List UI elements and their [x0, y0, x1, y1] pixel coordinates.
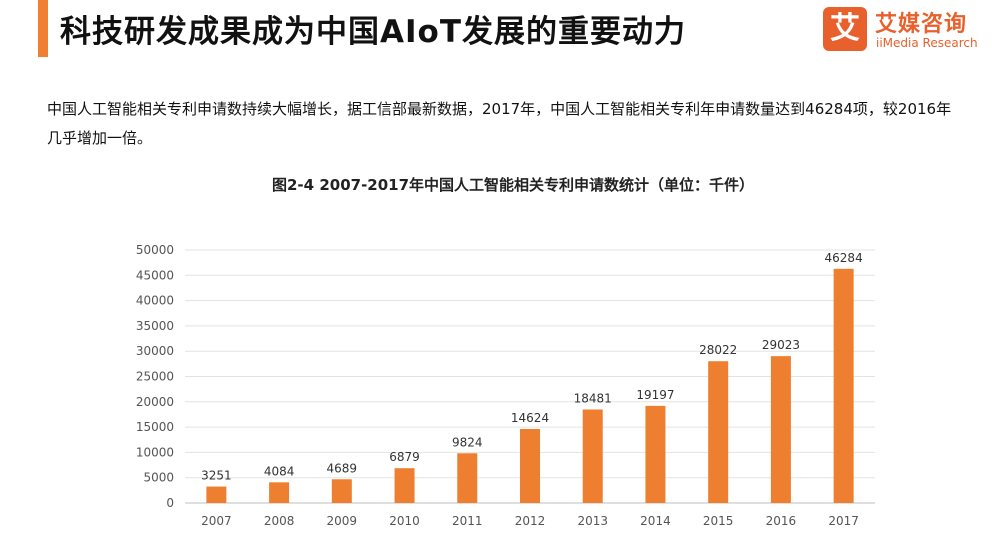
- y-tick-label: 50000: [136, 243, 174, 257]
- x-tick-label: 2012: [515, 514, 546, 528]
- data-label: 18481: [574, 391, 612, 405]
- y-tick-label: 5000: [143, 471, 174, 485]
- bar-2015: [708, 361, 729, 503]
- x-tick-label: 2011: [452, 514, 483, 528]
- data-label: 3251: [201, 469, 232, 483]
- data-label: 6879: [389, 450, 420, 464]
- x-tick-label: 2008: [264, 514, 295, 528]
- x-tick-label: 2014: [640, 514, 671, 528]
- title-accent-bar: [38, 0, 48, 57]
- bar-2014: [645, 405, 666, 503]
- x-axis-ticks: 2007 2008 2009 2010 2011 2012 2013 2014 2015 2016…: [201, 514, 859, 528]
- data-label: 29023: [762, 338, 800, 352]
- data-label: 14624: [511, 411, 549, 425]
- x-tick-label: 2010: [389, 514, 420, 528]
- logo-english-name: iiMedia Research: [876, 36, 978, 50]
- y-tick-label: 10000: [136, 445, 174, 459]
- y-tick-label: 45000: [136, 268, 174, 282]
- bar-2010: [394, 468, 415, 503]
- data-label: 9824: [452, 435, 483, 449]
- bar-2008: [269, 482, 290, 503]
- x-tick-label: 2007: [201, 514, 232, 528]
- data-label: 4689: [327, 461, 358, 475]
- page-title: 科技研发成果成为中国AIoT发展的重要动力: [60, 14, 686, 50]
- x-tick-label: 2015: [703, 514, 734, 528]
- y-tick-label: 15000: [136, 420, 174, 434]
- description-text: 中国人工智能相关专利申请数持续大幅增长，据工信部最新数据，2017年，中国人工智…: [47, 100, 952, 147]
- data-labels: 3251 4084 4689 6879 9824 14624 18481 19197 28022…: [201, 251, 863, 483]
- y-tick-label: 35000: [136, 319, 174, 333]
- x-tick-label: 2017: [828, 514, 859, 528]
- bar-2007: [206, 486, 227, 503]
- y-axis-ticks: 0 5000 10000 15000 20000 25000 30000 35000 40000…: [136, 243, 174, 510]
- bar-2009: [331, 479, 352, 503]
- y-tick-label: 25000: [136, 370, 174, 384]
- x-tick-label: 2009: [327, 514, 358, 528]
- logo-mark-icon: 艾: [823, 7, 867, 51]
- data-label: 28022: [699, 343, 737, 357]
- chart-title: 图2-4 2007-2017年中国人工智能相关专利申请数统计（单位：千件）: [272, 176, 755, 194]
- bar-2017: [833, 268, 854, 503]
- y-tick-label: 40000: [136, 294, 174, 308]
- bar-2012: [520, 429, 540, 503]
- bar-2013: [582, 409, 603, 503]
- data-label: 19197: [636, 388, 674, 402]
- brand-logo: 艾 艾媒咨询 iiMedia Research: [823, 4, 993, 54]
- logo-chinese-name: 艾媒咨询: [875, 12, 968, 37]
- x-tick-label: 2013: [577, 514, 608, 528]
- bar-2011: [457, 453, 478, 503]
- bar-2016: [770, 356, 791, 503]
- y-tick-label: 20000: [136, 395, 174, 409]
- data-label: 46284: [825, 251, 863, 265]
- y-tick-label: 30000: [136, 344, 174, 358]
- x-tick-label: 2016: [766, 514, 797, 528]
- y-tick-label: 0: [166, 496, 174, 510]
- data-label: 4084: [264, 464, 295, 478]
- chart-bars: [206, 268, 854, 503]
